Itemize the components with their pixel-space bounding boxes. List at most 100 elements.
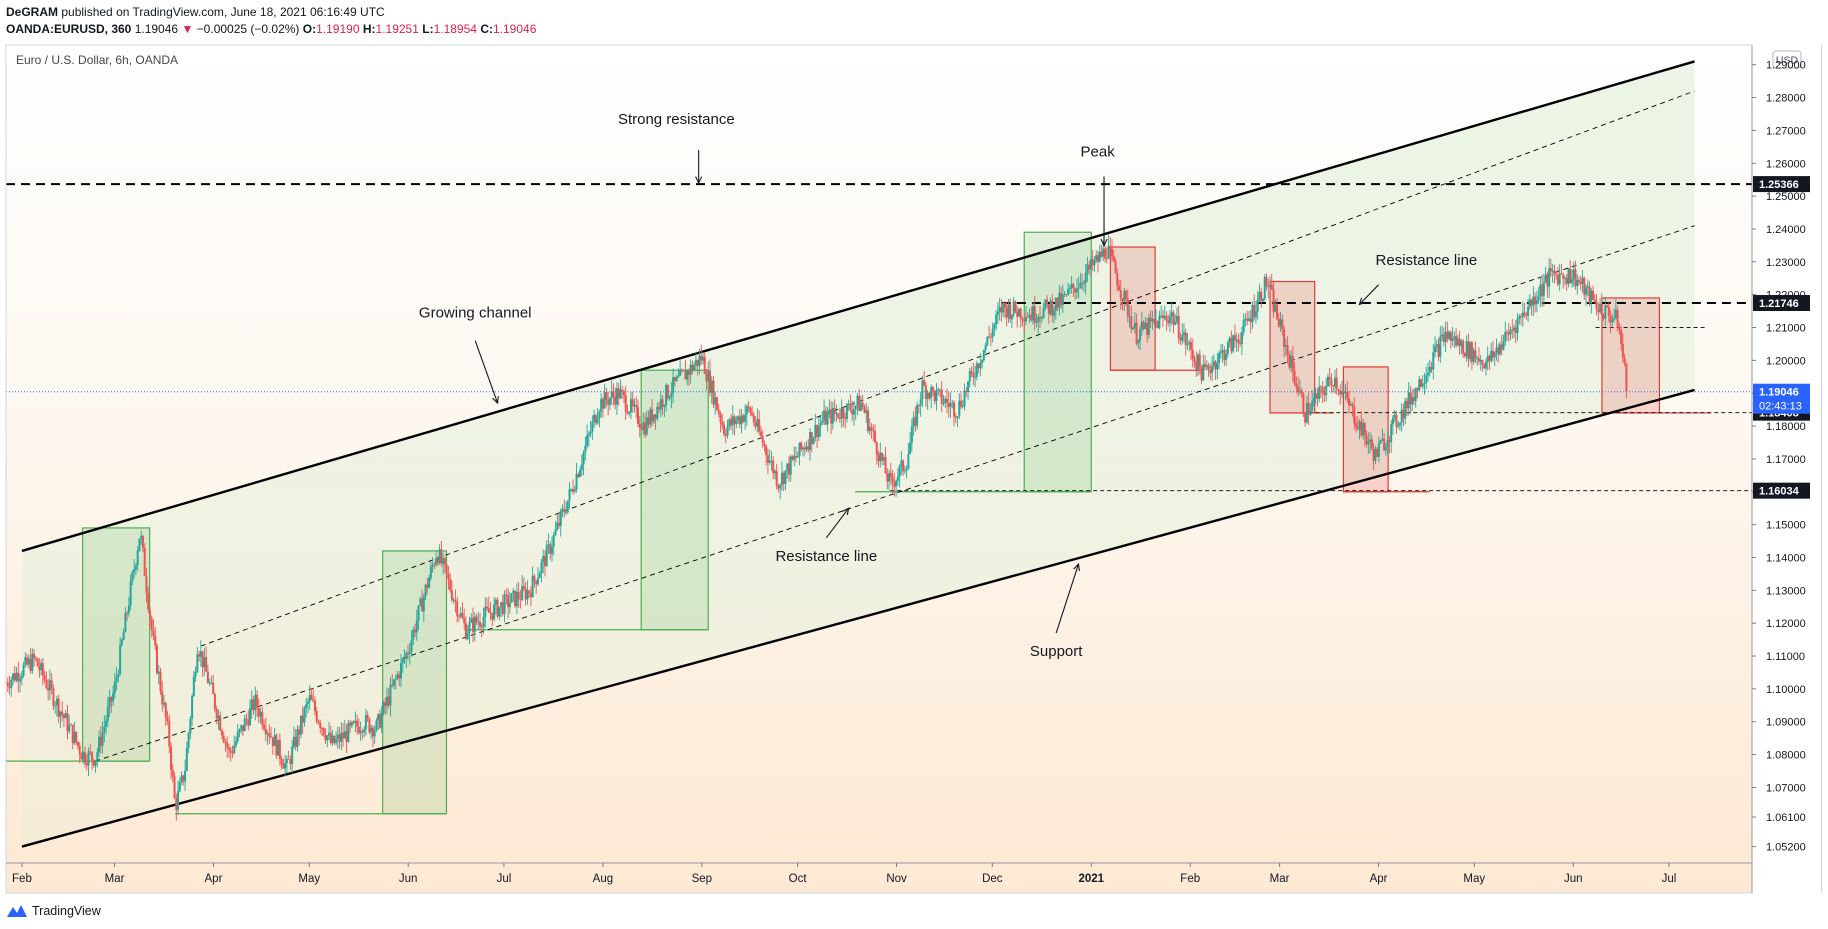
candle-body xyxy=(1000,307,1003,313)
candle-body xyxy=(301,715,304,723)
candle-body xyxy=(405,652,408,659)
candle-body xyxy=(475,616,478,623)
down-arrow-icon: ▼ xyxy=(181,22,194,36)
candle-body xyxy=(489,612,492,614)
candle-body xyxy=(1019,308,1022,319)
candle-body xyxy=(694,359,697,366)
candle-body xyxy=(1130,316,1133,330)
candle-body xyxy=(173,776,176,799)
candle-body xyxy=(1228,337,1231,343)
candle-body xyxy=(147,592,150,610)
candle-body xyxy=(1218,353,1221,363)
green-zone-box xyxy=(1023,231,1092,493)
candle-body xyxy=(924,385,927,400)
candle-body xyxy=(213,694,216,709)
candle-body xyxy=(1079,282,1082,289)
candle-body xyxy=(36,658,39,667)
candle-body xyxy=(449,578,452,591)
last-price-box xyxy=(1753,383,1810,414)
candle-body xyxy=(154,635,157,646)
annotation-arrow-line xyxy=(825,507,850,539)
author-name[interactable]: DeGRAM xyxy=(6,5,59,19)
candle-body xyxy=(1465,341,1468,357)
candle-body xyxy=(1514,327,1517,333)
candle-body xyxy=(1509,329,1512,335)
low-label: L: xyxy=(422,22,434,36)
candle-body xyxy=(1260,292,1263,302)
candle-body xyxy=(1205,365,1208,368)
candle-body xyxy=(261,711,264,726)
candle-body xyxy=(1458,338,1461,347)
candle-body xyxy=(1412,397,1415,401)
candle-body xyxy=(903,470,906,472)
candle-body xyxy=(278,739,281,759)
candle-body xyxy=(1616,309,1619,327)
candle-body xyxy=(1123,290,1126,301)
candle-body xyxy=(1179,338,1182,341)
candle-body xyxy=(366,715,369,719)
candle-body xyxy=(148,609,151,619)
candle-body xyxy=(891,477,894,483)
candle-body xyxy=(1437,344,1440,357)
candle-body xyxy=(1088,264,1091,270)
x-tick-label: Jul xyxy=(1662,873,1677,885)
candle-body xyxy=(275,735,278,756)
candle-body xyxy=(45,679,48,688)
currency-badge[interactable]: USD xyxy=(1772,50,1802,69)
candle-body xyxy=(1284,344,1287,347)
candle-body xyxy=(391,684,394,686)
candle-body xyxy=(912,417,915,427)
candle-body xyxy=(958,400,961,417)
candle-body xyxy=(594,415,597,424)
candle-body xyxy=(996,311,999,315)
candle-body xyxy=(744,414,747,422)
symbol-label: OANDA:EURUSD, 360 xyxy=(6,22,132,36)
candle-body xyxy=(770,460,773,462)
candle-body xyxy=(331,735,334,744)
candle-body xyxy=(382,702,385,714)
candle-body xyxy=(1026,316,1029,318)
candle-body xyxy=(133,569,136,572)
candle-body xyxy=(1107,246,1110,259)
x-tick-label: Feb xyxy=(12,873,32,885)
candle-body xyxy=(703,356,706,374)
candle-body xyxy=(1093,260,1096,266)
candle-body xyxy=(879,452,882,462)
candle-body xyxy=(359,731,362,734)
candle-body xyxy=(975,363,978,377)
candle-body xyxy=(1017,308,1020,317)
candle-body xyxy=(242,725,245,731)
candle-body xyxy=(1151,319,1154,322)
candle-body xyxy=(619,389,622,399)
candle-body xyxy=(350,721,353,726)
candle-body xyxy=(923,380,926,386)
candle-body xyxy=(152,630,155,636)
candle-body xyxy=(1305,402,1308,423)
candle-body xyxy=(565,512,568,513)
candle-body xyxy=(1555,274,1558,276)
y-tick-label: 1.15000 xyxy=(1766,520,1806,532)
candle-body xyxy=(972,372,975,378)
candle-body xyxy=(378,714,381,728)
tradingview-footer[interactable]: TradingView xyxy=(6,902,101,920)
candle-body xyxy=(956,416,959,418)
candle-body xyxy=(740,415,743,425)
candle-body xyxy=(1611,319,1614,323)
candle-body xyxy=(628,412,631,414)
candle-body xyxy=(672,377,675,393)
candle-body xyxy=(1084,273,1087,284)
candle-body xyxy=(124,612,127,633)
candle-body xyxy=(192,676,195,696)
candle-body xyxy=(758,419,761,432)
candle-body xyxy=(182,775,185,782)
candle-body xyxy=(122,632,125,641)
candle-body xyxy=(1258,292,1261,300)
candle-body xyxy=(1560,273,1563,275)
candle-body xyxy=(277,739,280,756)
candle-body xyxy=(1311,400,1314,411)
candle-body xyxy=(1537,296,1540,301)
candle-body xyxy=(953,402,956,417)
candle-body xyxy=(131,571,134,582)
candle-body xyxy=(659,399,662,410)
